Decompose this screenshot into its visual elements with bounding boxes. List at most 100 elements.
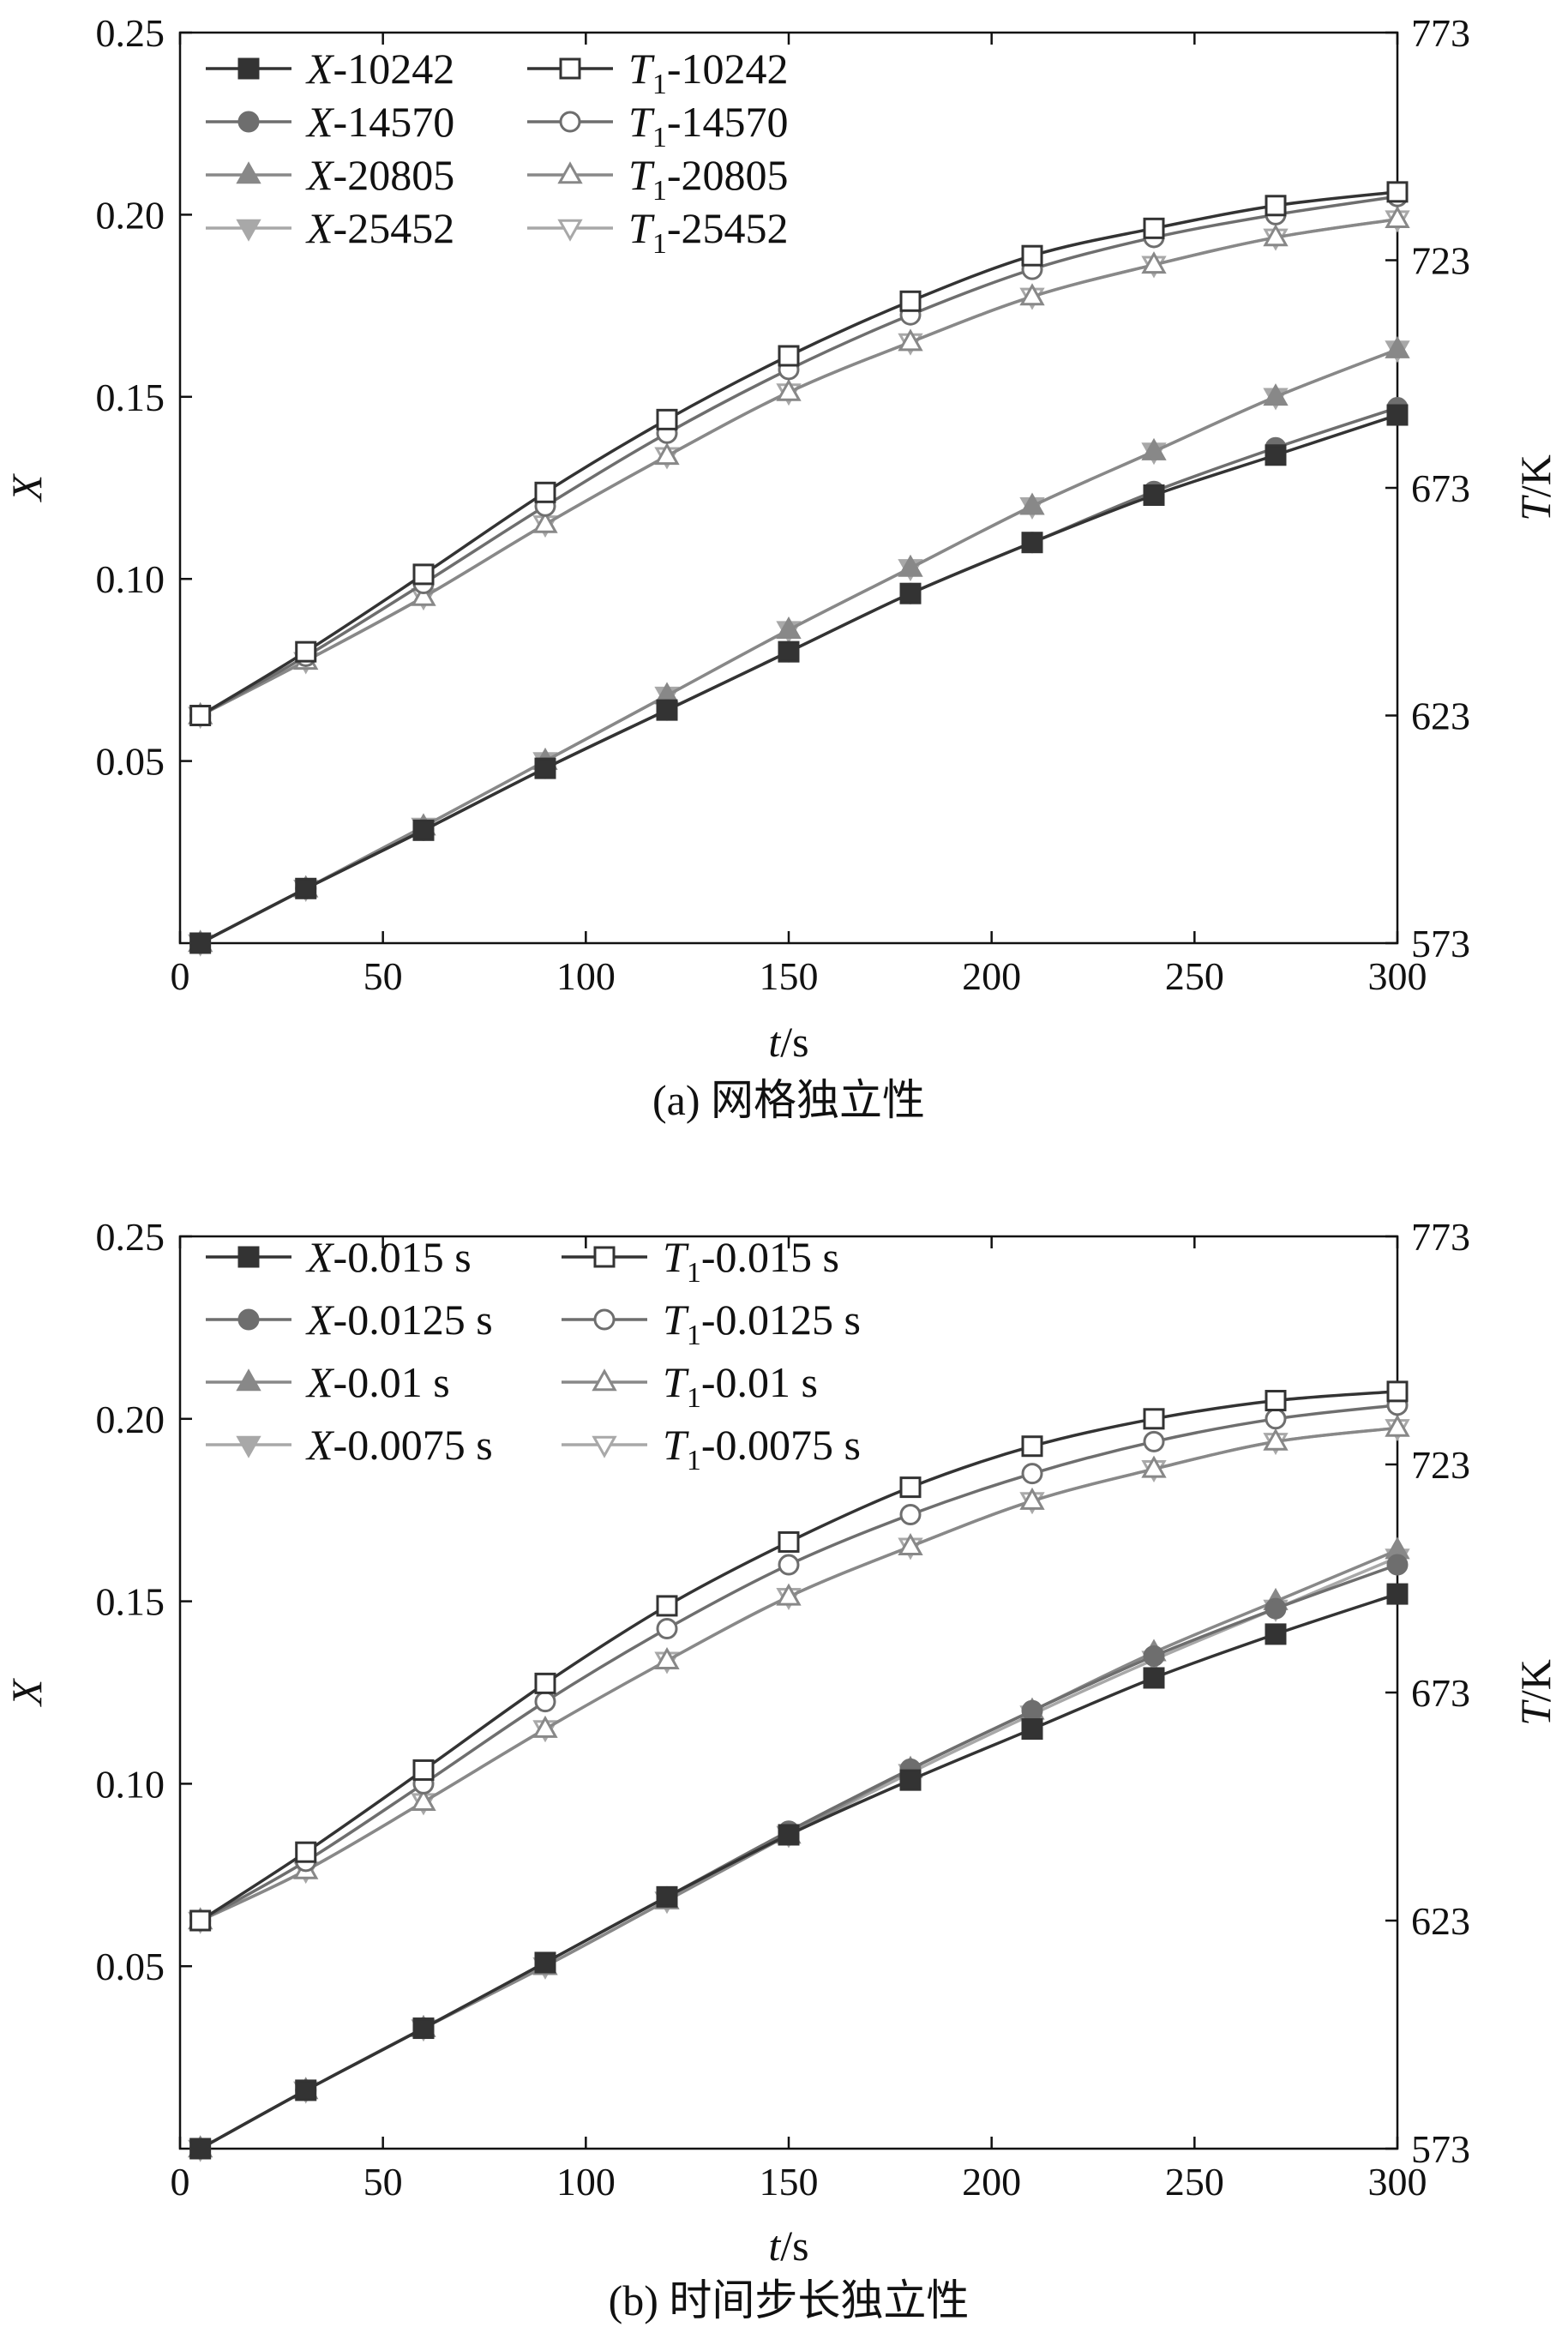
data-point (778, 640, 800, 663)
figure-caption: (a) 网格独立性 (652, 1076, 925, 1124)
y-left-tick-label: 0.10 (96, 1762, 165, 1806)
y-left-tick-label: 0.15 (96, 376, 165, 419)
x-axis-label-var: t (768, 1018, 781, 1066)
data-point (656, 1618, 678, 1640)
y-left-tick-label: 0.20 (96, 1398, 165, 1441)
legend-item: X-0.0125 s (206, 1296, 493, 1344)
data-point (899, 1769, 922, 1791)
data-point (654, 442, 680, 466)
y-right-tick-label: 623 (1411, 694, 1470, 738)
data-point (1265, 444, 1287, 466)
legend-label: X-0.0125 s (305, 1296, 493, 1344)
x-tick-label: 200 (962, 2160, 1021, 2204)
data-point (1386, 1380, 1409, 1403)
data-point (412, 819, 435, 841)
data-point (534, 1951, 556, 1974)
legend-marker (237, 111, 260, 133)
legend-label: T1-0.0075 s (663, 1421, 861, 1476)
y-right-tick-label: 773 (1411, 11, 1470, 55)
legend-item: X-25452 (206, 204, 454, 252)
data-point (778, 1530, 800, 1553)
legend-marker (557, 219, 583, 242)
data-point (1263, 383, 1289, 406)
data-point (1265, 1597, 1287, 1620)
chart-panel-b: 0 50 100 150 200 250 300 0.05 0.10 0.15 0.20 0.25 57… (3, 1215, 1559, 2324)
data-point (656, 1885, 678, 1908)
legend-label-sub: 1 (687, 1257, 701, 1289)
legend-item: X-20805 (206, 151, 454, 199)
data-point (189, 2138, 212, 2160)
legend-label: X-20805 (305, 151, 454, 199)
legend-label-sub: 1 (687, 1382, 701, 1414)
data-point (189, 705, 212, 726)
y-left-axis-label: X (3, 472, 51, 502)
data-point (534, 1691, 556, 1713)
legend-label-suffix: -10242 (333, 45, 455, 93)
y-right-axis-label: T/K (1511, 1659, 1559, 1726)
legend-label-suffix: -20805 (667, 151, 789, 199)
data-point (1143, 217, 1165, 239)
series-X-0.0125-s (189, 1554, 1409, 2160)
legend-item: X-10242 (206, 45, 454, 93)
legend-label: T1-0.015 s (663, 1233, 839, 1289)
data-point (1265, 1408, 1287, 1430)
legend-label-suffix: -10242 (667, 45, 789, 93)
data-point (411, 583, 436, 606)
legend-marker (236, 1435, 261, 1458)
legend-label-sub: 1 (687, 1445, 701, 1476)
legend-label-suffix: -0.0075 s (333, 1421, 493, 1469)
y-right-tick-label: 623 (1411, 1899, 1470, 1943)
series-T1-0.0075-s (187, 1419, 1410, 1934)
legend-label: X-0.015 s (305, 1233, 472, 1281)
legend-label-var: X (305, 1358, 335, 1406)
data-point (412, 2017, 435, 2040)
legend-marker (236, 161, 261, 184)
legend-label-var: X (305, 151, 335, 199)
data-point (534, 481, 556, 503)
y-left-tick-label: 0.05 (96, 1945, 165, 1988)
legend-item: T1-0.0125 s (562, 1296, 861, 1351)
legend-label-var: T (628, 151, 655, 199)
legend-label-suffix: -0.0125 s (333, 1296, 493, 1344)
data-point (1143, 1430, 1165, 1452)
data-point (778, 345, 800, 367)
x-tick-label: 250 (1165, 954, 1224, 998)
legend-label-var: T (628, 204, 655, 252)
y-left-tick-label: 0.25 (96, 1215, 165, 1259)
y-right-axis-label-unit: /K (1511, 454, 1559, 497)
y-left-tick-label: 0.15 (96, 1580, 165, 1624)
series-T1-10242 (189, 181, 1409, 726)
legend-label-suffix: -20805 (333, 151, 455, 199)
legend-label-suffix: -14570 (667, 98, 789, 146)
data-point (654, 1647, 680, 1670)
series-X-0.015-s (189, 1583, 1409, 2160)
data-point (1385, 335, 1410, 358)
data-point (1019, 283, 1045, 306)
data-point (1386, 1583, 1409, 1605)
data-point (1386, 404, 1409, 426)
y-right-tick-label: 573 (1411, 2127, 1470, 2171)
data-point (1141, 251, 1167, 274)
data-point (899, 290, 922, 312)
legend-item: T1-20805 (527, 151, 788, 207)
legend-label-var: X (305, 45, 335, 93)
legend-item: T1-0.0075 s (562, 1421, 861, 1476)
data-point (1385, 206, 1410, 229)
series-T1-0.0125-s (189, 1394, 1409, 1932)
x-tick-label: 100 (556, 954, 616, 998)
data-point (1143, 1645, 1165, 1667)
data-point (534, 757, 556, 779)
series-line (199, 406, 1398, 945)
legend-label: T1-10242 (628, 45, 788, 100)
legend-label-suffix: -14570 (333, 98, 455, 146)
data-point (295, 2079, 317, 2102)
y-right-tick-label: 723 (1411, 239, 1470, 283)
data-point (1141, 437, 1167, 460)
legend-label-var: X (305, 204, 335, 252)
series-line (199, 413, 1398, 945)
x-tick-label: 150 (760, 2160, 819, 2204)
y-right-axis-label-unit: /K (1511, 1659, 1559, 1702)
legend-label: T1-0.0125 s (663, 1296, 861, 1351)
